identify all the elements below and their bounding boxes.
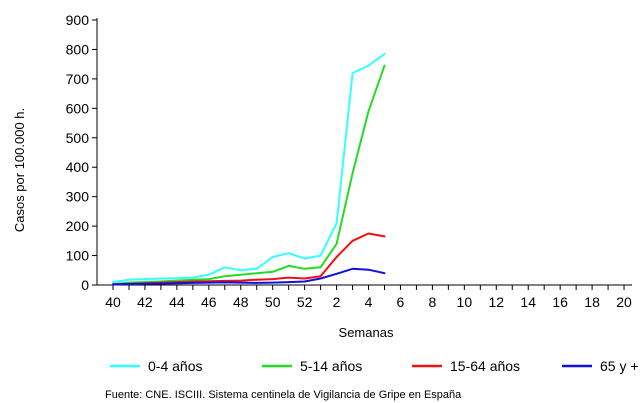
y-tick-label: 800	[66, 41, 90, 57]
x-axis-title: Semanas	[339, 325, 394, 340]
y-tick-label: 500	[66, 130, 90, 146]
x-tick-label: 50	[265, 294, 281, 310]
x-tick-label: 52	[297, 294, 313, 310]
x-tick-label: 20	[616, 294, 632, 310]
x-tick-label: 4	[365, 294, 373, 310]
legend-label: 65 y + años	[600, 358, 643, 374]
x-tick-label: 44	[169, 294, 185, 310]
x-ticks: 40 42 44 46 48 50 52 2 4 6 8 10 12 14 16 18 20	[105, 285, 632, 310]
x-tick-label: 42	[137, 294, 153, 310]
series-line-4	[112, 267, 386, 286]
y-tick-label: 200	[66, 218, 90, 234]
y-tick-label: 700	[66, 71, 90, 87]
x-tick-label: 16	[552, 294, 568, 310]
y-axis-title: Casos por 100.000 h.	[12, 108, 27, 232]
legend-label: 0-4 años	[148, 358, 202, 374]
y-tick-label: 100	[66, 248, 90, 264]
y-tick-label: 900	[66, 12, 90, 28]
x-tick-label: 2	[333, 294, 341, 310]
y-tick-label: 0	[81, 277, 89, 293]
x-tick-label: 46	[201, 294, 217, 310]
x-tick-label: 10	[457, 294, 473, 310]
x-tick-label: 8	[429, 294, 437, 310]
x-tick-label: 6	[397, 294, 405, 310]
axes	[96, 18, 632, 286]
y-ticks: 0 100 200 300 400 500 600 700 800 900	[66, 12, 97, 293]
series-line-2	[112, 64, 386, 286]
x-tick-label: 40	[105, 294, 121, 310]
y-tick-label: 400	[66, 159, 90, 175]
series-line-3	[112, 232, 386, 286]
series-lines	[112, 52, 386, 286]
y-tick-label: 600	[66, 100, 90, 116]
x-tick-label: 12	[488, 294, 504, 310]
x-tick-label: 18	[584, 294, 600, 310]
x-tick-label: 14	[520, 294, 536, 310]
source-note: Fuente: CNE. ISCIII. Sistema centinela d…	[105, 389, 462, 401]
legend-label: 5-14 años	[300, 358, 362, 374]
y-tick-label: 300	[66, 189, 90, 205]
legend: 0-4 años 5-14 años 15-64 años 65 y + años	[110, 358, 643, 374]
x-tick-label: 48	[233, 294, 249, 310]
legend-label: 15-64 años	[450, 358, 520, 374]
series-line-1	[112, 52, 386, 284]
